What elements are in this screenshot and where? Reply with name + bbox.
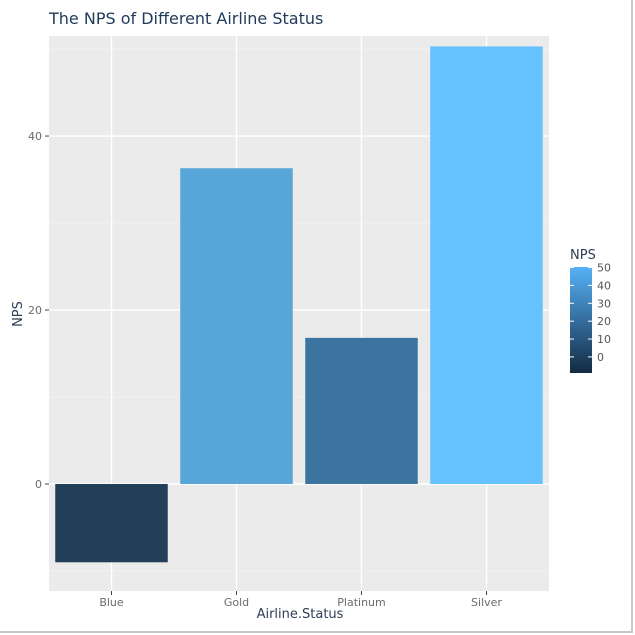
bar-silver xyxy=(430,46,543,485)
legend-tick-label: 30 xyxy=(597,297,611,310)
x-axis: Blue Gold Platinum Silver xyxy=(99,591,502,609)
legend-tick-label: 40 xyxy=(597,279,611,292)
x-axis-title: Airline.Status xyxy=(257,607,344,622)
x-tick-label: Silver xyxy=(471,596,502,609)
bar-gold xyxy=(180,168,293,485)
bars xyxy=(55,46,543,563)
legend-tick-label: 0 xyxy=(597,351,604,364)
y-tick-label: 20 xyxy=(28,304,42,317)
color-legend: NPS 0 10 20 30 40 50 xyxy=(570,248,611,373)
legend-tick-label: 50 xyxy=(597,262,611,275)
legend-colorbar xyxy=(570,267,592,373)
x-tick-label: Gold xyxy=(224,596,249,609)
bar-platinum xyxy=(305,337,418,485)
legend-tick-label: 20 xyxy=(597,315,611,328)
y-tick-label: 0 xyxy=(35,478,42,491)
legend-tick-label: 10 xyxy=(597,333,611,346)
x-tick-label: Platinum xyxy=(337,596,385,609)
y-axis: 0 20 40 xyxy=(28,130,49,491)
bar-blue xyxy=(55,484,168,563)
y-axis-title: NPS xyxy=(11,301,26,327)
legend-ticks: 0 10 20 30 40 50 xyxy=(570,262,611,364)
chart-title: The NPS of Different Airline Status xyxy=(48,9,323,28)
legend-title: NPS xyxy=(570,248,596,263)
y-tick-label: 40 xyxy=(28,130,42,143)
x-tick-label: Blue xyxy=(99,596,124,609)
